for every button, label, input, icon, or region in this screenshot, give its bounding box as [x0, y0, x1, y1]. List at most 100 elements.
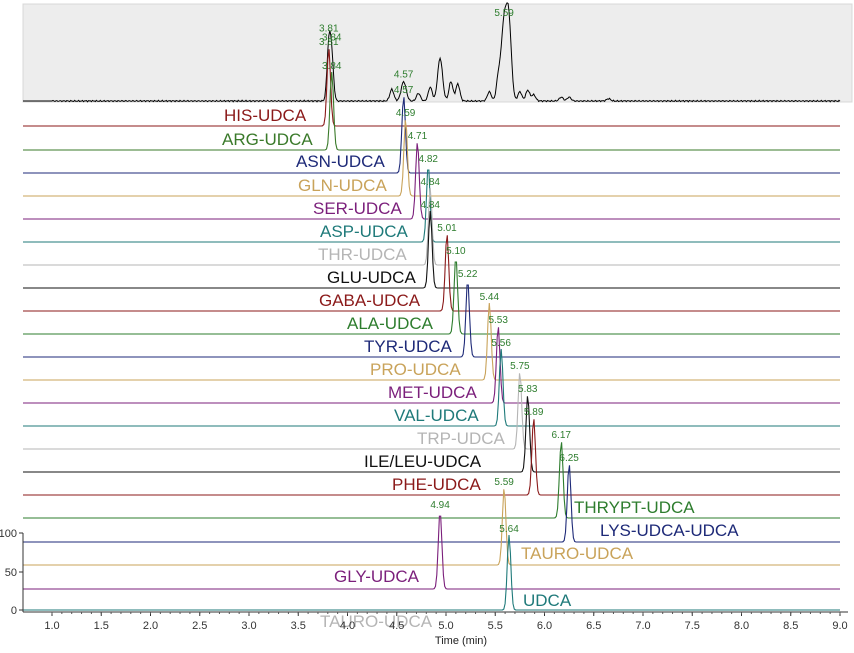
trace-peak-label: 4.84 [421, 200, 441, 211]
trace-line [52, 143, 840, 220]
trace-name-label: GABA-UDCA [319, 291, 421, 310]
trace-name-label: GLU-UDCA [327, 268, 416, 287]
trace-series: 5.89 PHE-UDCA [23, 407, 840, 496]
x-tick-label: 1.0 [44, 620, 59, 632]
tic-peak-label: 3.84 [322, 32, 342, 43]
trace-name-label: GLN-UDCA [298, 176, 387, 195]
trace-series: 5.83 ILE/LEU-UDCA [23, 384, 840, 473]
trace-line [52, 49, 840, 127]
tic-peak-label: 5.59 [494, 8, 514, 19]
x-tick-label: 2.5 [192, 620, 207, 632]
trace-series: 5.53 MET-UDCA [23, 315, 840, 404]
trace-stack: 3.81HIS-UDCA3.84ARG-UDCA4.57ASN-UDCA4.59… [23, 37, 840, 631]
trace-series: 3.84 ARG-UDCA [23, 61, 840, 151]
trace-peak-label: 3.81 [319, 37, 339, 48]
trace-name-label: VAL-UDCA [394, 406, 479, 425]
trace-peak-label: 4.82 [419, 154, 439, 165]
trace-series: 5.59 TAURO-UDCA [23, 477, 840, 566]
trace-line [52, 442, 840, 519]
trace-peak-label: 5.89 [524, 407, 544, 418]
y-tick-label: 100 [0, 528, 17, 540]
trace-line [52, 419, 840, 496]
trace-line [52, 71, 840, 151]
trace-series: 5.22 TYR-UDCA [23, 269, 840, 358]
trace-peak-label: 4.71 [408, 131, 428, 142]
trace-name-label: THR-UDCA [318, 245, 407, 264]
x-tick-label: 7.0 [635, 620, 650, 632]
trace-series: 5.10 ALA-UDCA [23, 246, 840, 335]
x-tick-label: 3.5 [291, 620, 306, 632]
x-tick-label: 5.0 [438, 620, 453, 632]
trace-peak-label: 5.10 [446, 246, 466, 257]
trace-line [52, 261, 840, 335]
x-tick-label: 5.5 [488, 620, 503, 632]
trace-name-label: ALA-UDCA [347, 314, 434, 333]
trace-peak-label: 5.59 [494, 477, 514, 488]
trace-series: 5.44 PRO-UDCA [23, 292, 840, 381]
trace-name-label: PHE-UDCA [392, 475, 481, 494]
trace-series: 4.84 GLU-UDCA [23, 200, 840, 289]
trace-name-label: PRO-UDCA [370, 360, 461, 379]
trace-peak-label: 4.84 [421, 177, 441, 188]
x-tick-label: 8.0 [734, 620, 749, 632]
trace-line [52, 348, 840, 427]
x-tick-label: 9.0 [832, 620, 847, 632]
x-tick-label: 8.5 [783, 620, 798, 632]
trace-peak-label: 6.17 [552, 430, 572, 441]
axes: 0 50 100 1.0 1.5 2.0 2.5 3.0 3.5 4.0 4.5 5.0 5.5 6.0 6… [0, 528, 848, 632]
trace-name-label: TAURO-UDCA [320, 612, 433, 631]
trace-series: 4.84 THR-UDCA [23, 177, 840, 266]
y-tick-label: 0 [11, 605, 17, 617]
trace-line [52, 187, 840, 266]
trace-peak-label: 5.75 [510, 361, 530, 372]
trace-series: 4.94 GLY-UDCA [23, 500, 840, 590]
trace-name-label: TRP-UDCA [417, 429, 505, 448]
trace-line [52, 515, 840, 590]
x-axis-title: Time (min) [435, 635, 487, 647]
trace-name-label: MET-UDCA [388, 383, 477, 402]
trace-peak-label: 6.25 [559, 453, 579, 464]
trace-line [52, 327, 840, 404]
tic-panel: 3.813.844.575.59 [23, 2, 841, 103]
trace-peak-label: 4.59 [396, 108, 416, 119]
trace-line [52, 302, 840, 381]
trace-peak-label: 5.83 [518, 384, 538, 395]
trace-series: 6.17 THRYPT-UDCA [23, 430, 840, 519]
trace-peak-label: 4.57 [394, 85, 414, 96]
trace-name-label: ASN-UDCA [296, 152, 385, 171]
trace-line [52, 396, 840, 473]
y-tick-label: 50 [5, 567, 17, 579]
x-tick-label: 1.5 [94, 620, 109, 632]
trace-name-label: LYS-UDCA-UDCA [600, 521, 739, 540]
trace-series: 3.81 HIS-UDCA [23, 37, 840, 127]
x-tick-label: 4.0 [340, 620, 355, 632]
trace-name-label: UDCA [523, 591, 572, 610]
trace-line [52, 235, 840, 312]
x-tick-label: 6.5 [586, 620, 601, 632]
trace-name-label: ASP-UDCA [320, 222, 409, 241]
trace-line [52, 489, 840, 566]
trace-name-label: SER-UDCA [313, 199, 402, 218]
trace-line [52, 120, 840, 197]
trace-name-label: ARG-UDCA [222, 130, 313, 149]
trace-name-label: ILE/LEU-UDCA [364, 452, 482, 471]
trace-series: 4.59 GLN-UDCA [23, 108, 840, 197]
trace-name-label: TAURO-UDCA [521, 544, 634, 563]
chart-background [22, 3, 853, 103]
trace-name-label: GLY-UDCA [334, 567, 420, 586]
x-tick-label: 3.0 [241, 620, 256, 632]
trace-peak-label: 5.44 [480, 292, 500, 303]
trace-peak-label: 5.64 [499, 524, 519, 535]
trace-series: 4.71 SER-UDCA [23, 131, 840, 220]
trace-series: 5.64 UDCA [23, 524, 840, 611]
trace-peak-label: 5.22 [458, 269, 478, 280]
trace-peak-label: 3.84 [322, 61, 342, 72]
trace-line [52, 465, 840, 543]
trace-series: 5.56 VAL-UDCA [23, 338, 840, 427]
trace-name-label: TYR-UDCA [364, 337, 452, 356]
tic-trace [51, 2, 841, 103]
x-tick-label: 6.0 [537, 620, 552, 632]
trace-peak-label: 4.94 [430, 500, 450, 511]
trace-line [52, 97, 840, 174]
